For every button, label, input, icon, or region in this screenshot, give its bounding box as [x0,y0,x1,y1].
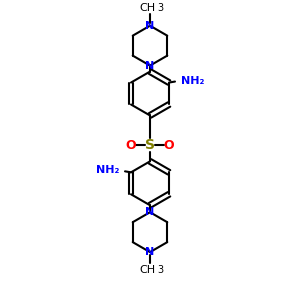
Text: NH₂: NH₂ [96,165,119,175]
Text: N: N [146,21,154,31]
Text: 3: 3 [157,265,163,275]
Text: NH₂: NH₂ [181,76,204,85]
Text: N: N [146,207,154,217]
Text: O: O [126,139,136,152]
Text: CH: CH [139,265,155,275]
Text: O: O [164,139,174,152]
Text: CH: CH [139,3,155,13]
Text: N: N [146,61,154,70]
Text: 3: 3 [157,3,163,13]
Text: N: N [146,247,154,257]
Text: S: S [145,138,155,152]
